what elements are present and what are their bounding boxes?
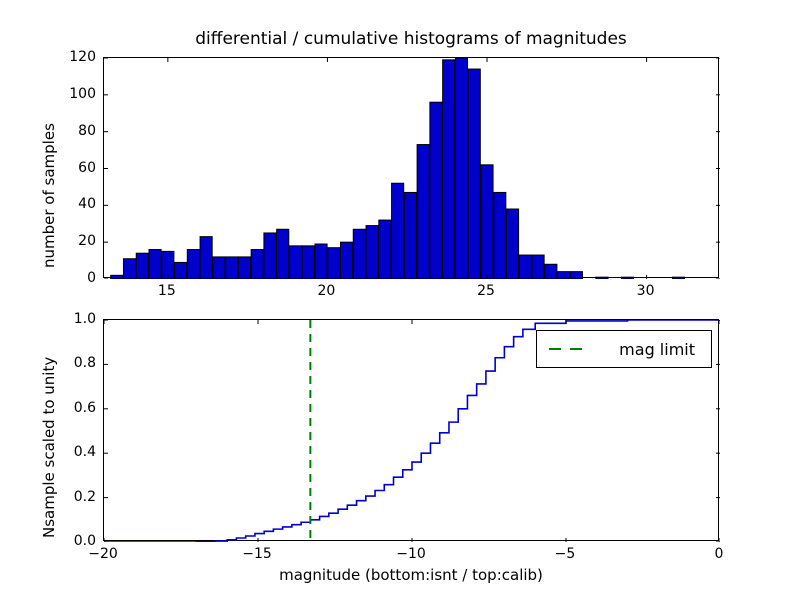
histogram-bar (225, 256, 239, 279)
histogram-bar (122, 258, 137, 279)
histogram-bar (237, 256, 251, 279)
histogram-bar (340, 241, 354, 279)
bottom-xtick--15: −15 (242, 546, 272, 562)
histogram-bar (263, 232, 277, 279)
histogram-bar (212, 256, 226, 279)
legend[interactable]: mag limit (536, 330, 712, 368)
histogram-bar (365, 225, 379, 279)
histogram-bar (403, 191, 417, 279)
top-ytick-40: 40 (78, 196, 96, 213)
histogram-bar (250, 249, 264, 279)
top-ytick-120: 120 (69, 49, 96, 65)
mag-limit-line-icon (549, 348, 591, 350)
histogram-bar (301, 245, 315, 279)
histogram-bar (161, 250, 175, 279)
top-xtick-30: 30 (636, 283, 655, 299)
top-xtick-15: 15 (157, 283, 176, 299)
histogram-bar (429, 101, 443, 279)
bottom-ytick-0.8: 0.8 (73, 355, 96, 372)
page-title: differential / cumulative histograms of … (195, 29, 627, 49)
top-xtick-20: 20 (317, 283, 336, 299)
histogram-bar (454, 58, 469, 279)
histogram-bars (110, 58, 686, 279)
histogram-bar (276, 228, 290, 279)
bottom-cumulative-axes (103, 319, 720, 542)
bottom-ytick-1: 1.0 (73, 311, 96, 327)
top-ytick-20: 20 (78, 233, 96, 250)
histogram-bar (135, 252, 149, 279)
histogram-bar (416, 144, 430, 279)
histogram-bar (480, 164, 494, 279)
histogram-bar (595, 276, 609, 279)
histogram-bar (442, 59, 456, 279)
bottom-xtick--10: −10 (396, 546, 426, 562)
histogram-bar (493, 191, 507, 279)
histogram-bar (531, 254, 545, 279)
histogram-bar (314, 243, 328, 279)
bottom-ytick-0.4: 0.4 (73, 444, 96, 461)
top-ytick-80: 80 (78, 122, 96, 139)
top-xtick-25: 25 (477, 283, 495, 299)
bottom-ytick-0.6: 0.6 (73, 399, 96, 416)
cumulative-curve (104, 320, 720, 542)
histogram-bar (174, 261, 188, 279)
top-ytick-100: 100 (69, 85, 96, 102)
histogram-bar (352, 228, 366, 279)
histogram-bar (148, 249, 162, 279)
histogram-bar (505, 208, 520, 279)
top-ytick-0: 0 (87, 270, 96, 286)
histogram-bar (620, 276, 635, 279)
histogram-bar (199, 236, 213, 279)
bottom-xtick--20: −20 (88, 546, 118, 562)
legend-item-label: mag limit (619, 339, 695, 359)
top-histogram-axes (103, 57, 720, 279)
bottom-cumulative-plot (104, 320, 720, 542)
histogram-bar (391, 182, 405, 279)
histogram-bar (186, 249, 200, 279)
histogram-bar (467, 68, 481, 279)
histogram-bar (557, 271, 571, 279)
histogram-bar (110, 274, 124, 279)
histogram-bar (518, 254, 532, 279)
histogram-bar (671, 276, 686, 279)
y-axis-label-top: number of samples (40, 123, 58, 268)
bottom-xtick--5: −5 (554, 546, 576, 562)
bottom-ytick-0.2: 0.2 (73, 488, 96, 505)
x-axis-label: magnitude (bottom:isnt / top:calib) (279, 566, 543, 584)
top-ytick-60: 60 (78, 159, 96, 176)
histogram-bar (569, 271, 583, 279)
bottom-xtick-0: 0 (714, 546, 724, 562)
histogram-bar (544, 263, 558, 279)
histogram-bar (327, 247, 341, 279)
y-axis-label-bottom: Nsample scaled to unity (40, 356, 58, 538)
histogram-bar (288, 245, 303, 279)
histogram-bar (378, 219, 392, 279)
bottom-ytick-0: 0.0 (73, 533, 96, 549)
top-histogram-plot (104, 58, 720, 279)
